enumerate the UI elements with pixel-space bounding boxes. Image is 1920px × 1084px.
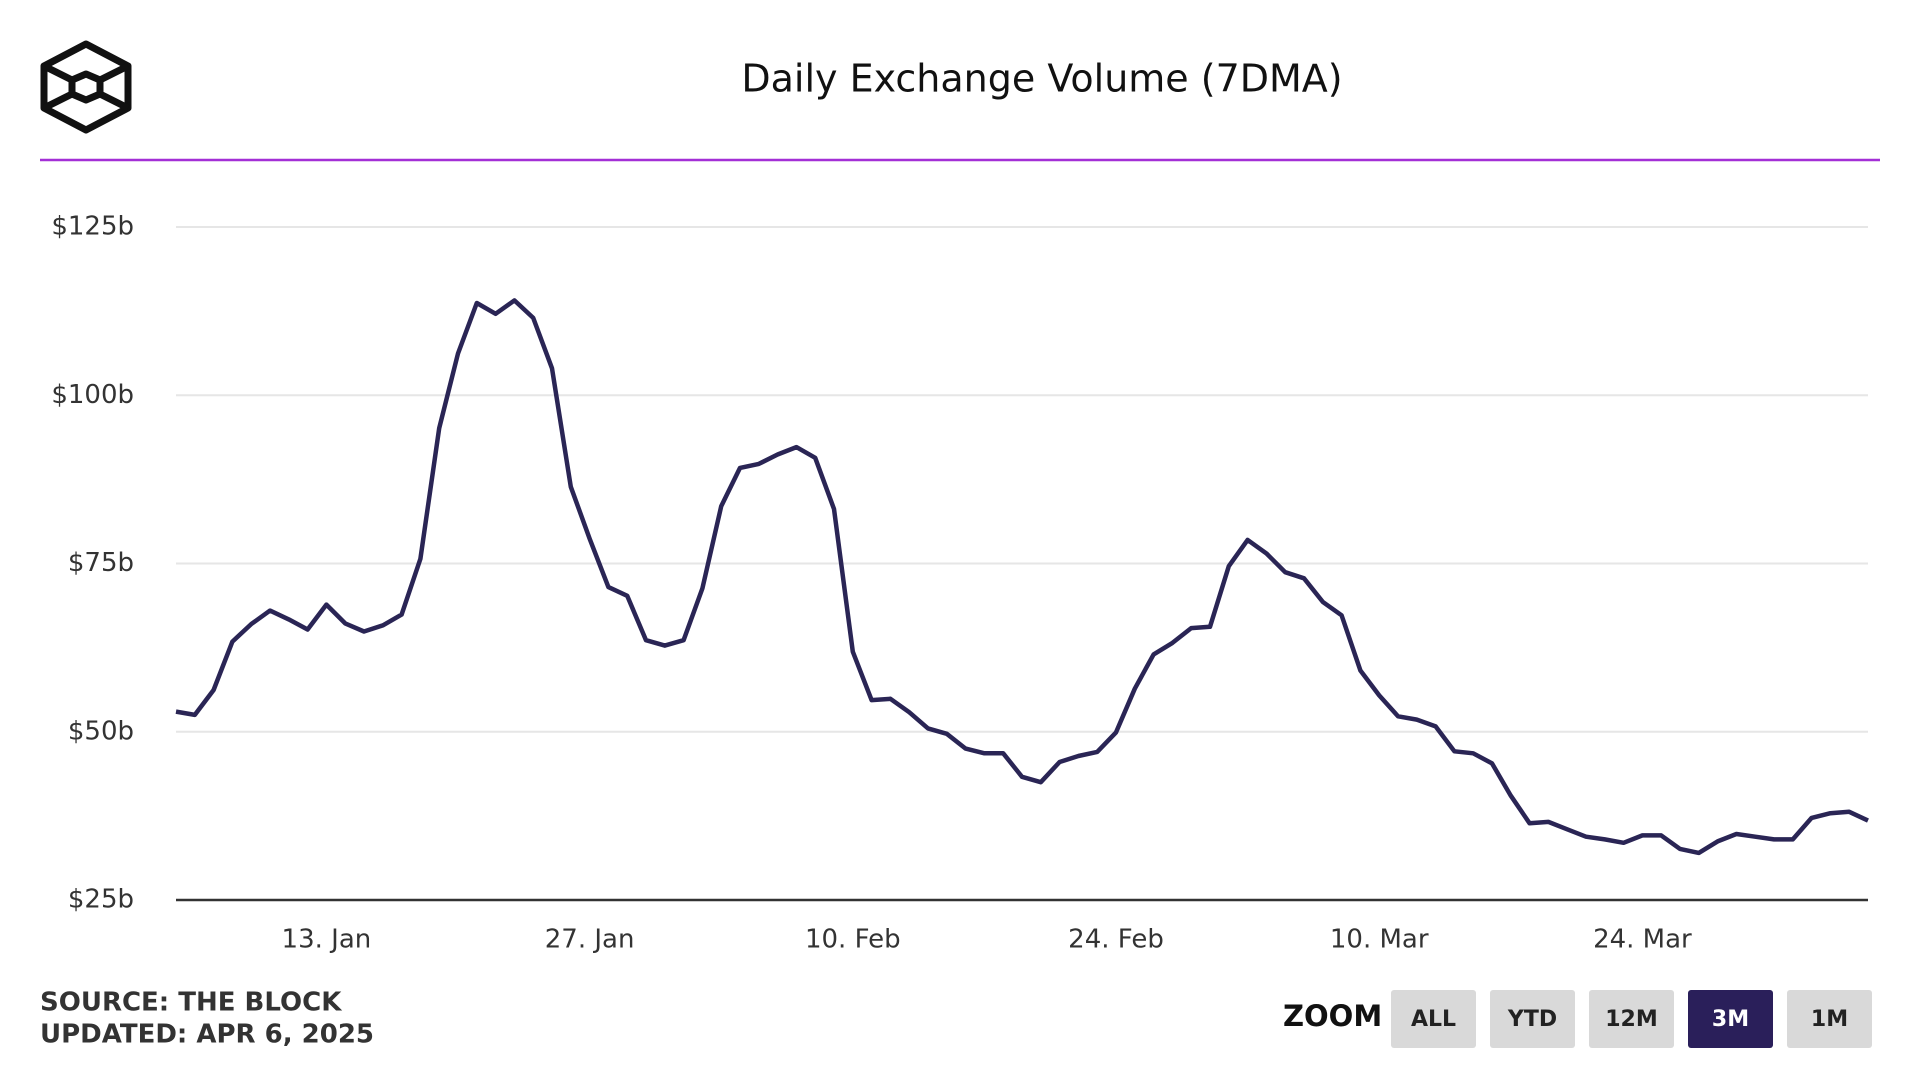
zoom-button-label: ALL bbox=[1411, 1007, 1456, 1032]
zoom-button-bg bbox=[1391, 990, 1476, 1048]
series-line bbox=[175, 298, 1869, 856]
x-tick-label: 10. Feb bbox=[805, 925, 901, 955]
y-tick-label: $125b bbox=[51, 212, 134, 242]
x-tick-label: 27. Jan bbox=[545, 925, 635, 955]
x-tick-label: 24. Mar bbox=[1593, 925, 1692, 955]
zoom-button[interactable]: 12M bbox=[1589, 990, 1674, 1048]
y-tick-label: $50b bbox=[68, 716, 134, 746]
zoom-button-label: 3M bbox=[1712, 1007, 1749, 1032]
zoom-button-bg bbox=[1589, 990, 1674, 1048]
zoom-button-bg bbox=[1490, 990, 1575, 1048]
x-tick-label: 13. Jan bbox=[282, 925, 372, 955]
logo bbox=[40, 40, 132, 134]
zoom-button-label: 12M bbox=[1605, 1007, 1658, 1032]
y-tick-label: $25b bbox=[68, 885, 134, 915]
zoom-button[interactable]: YTD bbox=[1490, 990, 1575, 1048]
source: SOURCE: THE BLOCK bbox=[40, 988, 342, 1018]
x-tick-label: 24. Feb bbox=[1068, 925, 1164, 955]
y-tick-label: $100b bbox=[51, 380, 134, 410]
updated: UPDATED: APR 6, 2025 bbox=[40, 1020, 374, 1050]
zoom-button-label: YTD bbox=[1507, 1007, 1557, 1032]
zoom-button-bg bbox=[1688, 990, 1773, 1048]
zoom-button-label: 1M bbox=[1811, 1007, 1848, 1032]
zoom-button[interactable]: 3M bbox=[1688, 990, 1773, 1048]
zoom-button[interactable]: 1M bbox=[1787, 990, 1872, 1048]
zoom-button[interactable]: ALL bbox=[1391, 990, 1476, 1048]
y-tick-label: $75b bbox=[68, 548, 134, 578]
chart-title: Daily Exchange Volume (7DMA) bbox=[741, 57, 1342, 101]
x-tick-label: 10. Mar bbox=[1330, 925, 1429, 955]
zoom-button-bg bbox=[1787, 990, 1872, 1048]
zoom-label: ZOOM bbox=[1283, 999, 1382, 1033]
